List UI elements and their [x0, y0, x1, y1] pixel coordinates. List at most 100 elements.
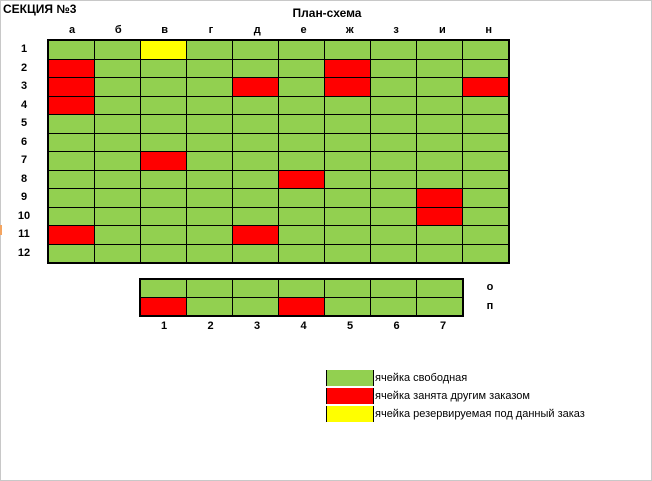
- cell-free[interactable]: [416, 114, 463, 134]
- cell-free[interactable]: [416, 243, 463, 264]
- cell-free[interactable]: [94, 114, 141, 134]
- cell-free[interactable]: [186, 58, 233, 78]
- cell-free[interactable]: [278, 243, 325, 264]
- cell-taken[interactable]: [140, 151, 187, 171]
- cell-free[interactable]: [140, 77, 187, 97]
- cell-free[interactable]: [186, 151, 233, 171]
- cell-taken[interactable]: [47, 95, 95, 115]
- cell-free[interactable]: [139, 278, 187, 298]
- cell-taken[interactable]: [416, 188, 463, 208]
- cell-free[interactable]: [324, 278, 371, 298]
- cell-free[interactable]: [462, 225, 510, 245]
- cell-free[interactable]: [370, 278, 417, 298]
- cell-free[interactable]: [416, 297, 464, 317]
- cell-free[interactable]: [278, 151, 325, 171]
- cell-free[interactable]: [324, 95, 371, 115]
- cell-free[interactable]: [416, 39, 463, 60]
- cell-free[interactable]: [416, 77, 463, 97]
- cell-free[interactable]: [416, 278, 464, 298]
- cell-free[interactable]: [232, 58, 279, 78]
- cell-free[interactable]: [324, 114, 371, 134]
- cell-free[interactable]: [47, 243, 95, 264]
- cell-free[interactable]: [186, 95, 233, 115]
- cell-free[interactable]: [186, 39, 233, 60]
- cell-free[interactable]: [370, 169, 417, 189]
- cell-free[interactable]: [94, 58, 141, 78]
- cell-free[interactable]: [47, 169, 95, 189]
- cell-free[interactable]: [140, 206, 187, 226]
- cell-free[interactable]: [462, 169, 510, 189]
- cell-free[interactable]: [47, 188, 95, 208]
- cell-free[interactable]: [370, 151, 417, 171]
- cell-free[interactable]: [324, 188, 371, 208]
- cell-free[interactable]: [416, 58, 463, 78]
- cell-free[interactable]: [186, 297, 233, 317]
- cell-free[interactable]: [140, 169, 187, 189]
- cell-free[interactable]: [278, 225, 325, 245]
- cell-taken[interactable]: [324, 58, 371, 78]
- cell-free[interactable]: [324, 297, 371, 317]
- cell-free[interactable]: [140, 58, 187, 78]
- cell-free[interactable]: [370, 95, 417, 115]
- cell-taken[interactable]: [278, 169, 325, 189]
- cell-taken[interactable]: [232, 225, 279, 245]
- cell-free[interactable]: [324, 225, 371, 245]
- cell-free[interactable]: [232, 114, 279, 134]
- cell-free[interactable]: [278, 39, 325, 60]
- cell-free[interactable]: [278, 114, 325, 134]
- cell-free[interactable]: [462, 243, 510, 264]
- cell-free[interactable]: [324, 206, 371, 226]
- cell-free[interactable]: [370, 77, 417, 97]
- cell-free[interactable]: [324, 243, 371, 264]
- cell-free[interactable]: [232, 169, 279, 189]
- cell-free[interactable]: [278, 77, 325, 97]
- cell-free[interactable]: [370, 297, 417, 317]
- cell-free[interactable]: [462, 206, 510, 226]
- cell-free[interactable]: [186, 278, 233, 298]
- cell-free[interactable]: [416, 95, 463, 115]
- cell-taken[interactable]: [47, 58, 95, 78]
- cell-free[interactable]: [140, 225, 187, 245]
- cell-free[interactable]: [462, 95, 510, 115]
- cell-free[interactable]: [94, 243, 141, 264]
- cell-free[interactable]: [462, 114, 510, 134]
- cell-taken[interactable]: [278, 297, 325, 317]
- cell-free[interactable]: [186, 188, 233, 208]
- cell-free[interactable]: [416, 225, 463, 245]
- cell-free[interactable]: [324, 132, 371, 152]
- cell-free[interactable]: [370, 58, 417, 78]
- cell-free[interactable]: [47, 132, 95, 152]
- cell-free[interactable]: [140, 243, 187, 264]
- cell-free[interactable]: [462, 132, 510, 152]
- cell-free[interactable]: [462, 188, 510, 208]
- cell-free[interactable]: [232, 95, 279, 115]
- cell-free[interactable]: [47, 39, 95, 60]
- cell-free[interactable]: [278, 188, 325, 208]
- cell-free[interactable]: [232, 278, 279, 298]
- cell-free[interactable]: [370, 114, 417, 134]
- cell-free[interactable]: [232, 243, 279, 264]
- cell-free[interactable]: [232, 188, 279, 208]
- cell-free[interactable]: [186, 206, 233, 226]
- cell-free[interactable]: [324, 39, 371, 60]
- cell-free[interactable]: [94, 132, 141, 152]
- cell-free[interactable]: [94, 169, 141, 189]
- cell-free[interactable]: [186, 114, 233, 134]
- cell-reserved[interactable]: [140, 39, 187, 60]
- cell-free[interactable]: [278, 206, 325, 226]
- cell-free[interactable]: [94, 188, 141, 208]
- cell-free[interactable]: [94, 95, 141, 115]
- cell-taken[interactable]: [416, 206, 463, 226]
- cell-free[interactable]: [140, 114, 187, 134]
- cell-free[interactable]: [232, 151, 279, 171]
- cell-free[interactable]: [370, 225, 417, 245]
- cell-free[interactable]: [140, 95, 187, 115]
- cell-free[interactable]: [186, 77, 233, 97]
- cell-free[interactable]: [232, 39, 279, 60]
- cell-free[interactable]: [462, 151, 510, 171]
- cell-free[interactable]: [47, 151, 95, 171]
- cell-free[interactable]: [140, 132, 187, 152]
- cell-taken[interactable]: [47, 77, 95, 97]
- cell-free[interactable]: [278, 58, 325, 78]
- cell-free[interactable]: [47, 114, 95, 134]
